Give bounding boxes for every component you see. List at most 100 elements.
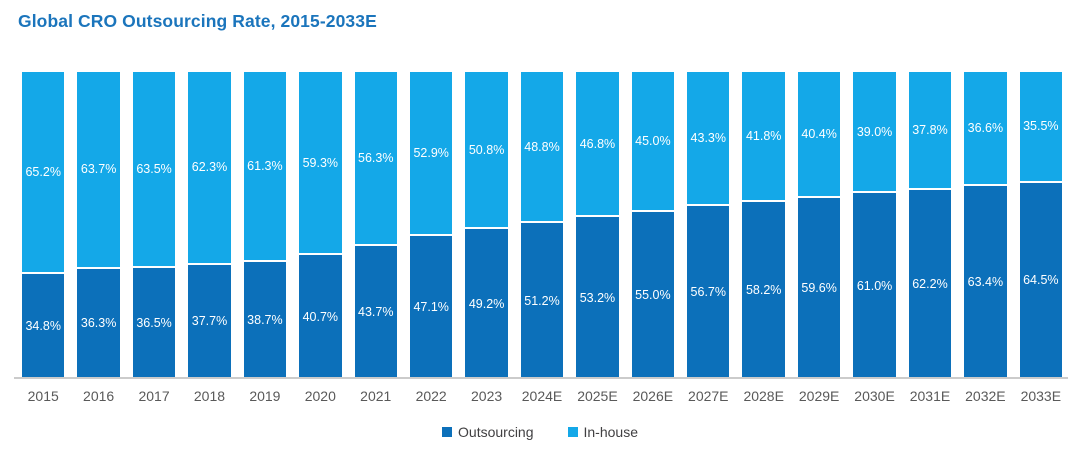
inhouse-value-label: 63.5% xyxy=(136,162,172,177)
inhouse-value-label: 36.6% xyxy=(967,120,1004,135)
inhouse-segment-2026E: 45.0% xyxy=(631,72,675,210)
outsourcing-segment-2027E: 56.7% xyxy=(687,204,730,378)
legend: Outsourcing In-house xyxy=(0,424,1080,440)
inhouse-value-label: 39.0% xyxy=(856,124,893,139)
inhouse-value-label: 41.8% xyxy=(745,128,782,143)
outsourcing-segment-2019: 38.7% xyxy=(243,259,287,378)
inhouse-segment-2025E: 46.8% xyxy=(576,72,619,216)
outsourcing-value-label: 43.7% xyxy=(358,305,394,320)
outsourcing-value-label: 63.4% xyxy=(967,274,1004,289)
inhouse-segment-2030E: 39.0% xyxy=(853,72,896,192)
chart-title: Global CRO Outsourcing Rate, 2015-2033E xyxy=(18,11,377,31)
bar-2018: 62.3% 37.7% xyxy=(188,72,231,378)
inhouse-segment-2021: 56.3% xyxy=(354,72,397,245)
x-axis-label-2022: 2022 xyxy=(415,388,447,404)
x-axis-label-2020: 2020 xyxy=(304,388,336,404)
outsourcing-segment-2033E: 64.5% xyxy=(1019,180,1063,378)
outsourcing-value-label: 34.8% xyxy=(25,318,61,333)
x-axis-label-2019: 2019 xyxy=(249,388,281,404)
inhouse-segment-2029E: 40.4% xyxy=(797,72,841,196)
x-axis-label-2033E: 2033E xyxy=(1020,388,1062,404)
bar-2033E: 35.5% 64.5% xyxy=(1019,72,1063,378)
legend-label: Outsourcing xyxy=(458,424,534,440)
bar-2015: 65.2% 34.8% xyxy=(22,72,65,378)
inhouse-value-label: 63.7% xyxy=(80,162,117,177)
inhouse-segment-2023: 50.8% xyxy=(465,72,508,228)
outsourcing-segment-2032E: 63.4% xyxy=(964,183,1007,378)
inhouse-value-label: 52.9% xyxy=(413,145,449,160)
outsourcing-value-label: 36.5% xyxy=(136,316,172,331)
outsourcing-segment-2025E: 53.2% xyxy=(576,215,619,378)
outsourcing-segment-2018: 37.7% xyxy=(188,262,231,378)
inhouse-value-label: 37.8% xyxy=(912,122,948,137)
outsourcing-value-label: 53.2% xyxy=(579,290,616,305)
inhouse-value-label: 61.3% xyxy=(247,158,283,173)
x-axis-label-2031E: 2031E xyxy=(909,388,951,404)
outsourcing-value-label: 55.0% xyxy=(635,287,671,302)
inhouse-value-label: 43.3% xyxy=(690,131,726,146)
x-axis-label-2027E: 2027E xyxy=(688,388,729,404)
outsourcing-segment-2030E: 61.0% xyxy=(853,191,896,378)
bar-2016: 63.7% 36.3% xyxy=(77,72,120,378)
inhouse-segment-2016: 63.7% xyxy=(77,72,120,267)
inhouse-segment-2022: 52.9% xyxy=(409,72,453,234)
inhouse-segment-2015: 65.2% xyxy=(22,72,65,272)
legend-item-in-house: In-house xyxy=(567,424,638,440)
outsourcing-value-label: 51.2% xyxy=(524,293,560,308)
bar-2023: 50.8% 49.2% xyxy=(465,72,508,378)
inhouse-value-label: 40.4% xyxy=(801,126,837,141)
inhouse-value-label: 48.8% xyxy=(524,139,560,154)
inhouse-value-label: 62.3% xyxy=(191,160,228,175)
stacked-bar-plot-area: 65.2% 34.8% 63.7% 36.3% 63.5% 36.5% 62.3% 37.7%… xyxy=(22,72,1063,378)
outsourcing-value-label: 58.2% xyxy=(745,282,782,297)
outsourcing-value-label: 64.5% xyxy=(1023,273,1059,288)
inhouse-segment-2018: 62.3% xyxy=(188,72,231,263)
inhouse-value-label: 46.8% xyxy=(579,136,616,151)
bar-2029E: 40.4% 59.6% xyxy=(797,72,841,378)
x-axis-label-2015: 2015 xyxy=(27,388,59,404)
inhouse-segment-2017: 63.5% xyxy=(132,72,176,267)
inhouse-segment-2024E: 48.8% xyxy=(520,72,564,222)
outsourcing-value-label: 37.7% xyxy=(191,314,228,329)
bar-2027E: 43.3% 56.7% xyxy=(687,72,730,378)
bar-2032E: 36.6% 63.4% xyxy=(964,72,1007,378)
x-axis-label-2026E: 2026E xyxy=(632,388,674,404)
x-axis-label-2029E: 2029E xyxy=(798,388,840,404)
inhouse-segment-2028E: 41.8% xyxy=(742,72,785,200)
outsourcing-value-label: 56.7% xyxy=(690,285,726,300)
inhouse-segment-2032E: 36.6% xyxy=(964,72,1007,184)
outsourcing-segment-2026E: 55.0% xyxy=(631,209,675,378)
x-axis-label-2018: 2018 xyxy=(193,388,226,404)
bar-2028E: 41.8% 58.2% xyxy=(742,72,785,378)
outsourcing-value-label: 36.3% xyxy=(80,316,117,331)
x-axis-label-2024E: 2024E xyxy=(521,388,563,404)
inhouse-value-label: 50.8% xyxy=(468,142,505,157)
outsourcing-segment-2017: 36.5% xyxy=(132,266,176,378)
x-axis-baseline xyxy=(14,377,1068,379)
outsourcing-value-label: 47.1% xyxy=(413,299,449,314)
inhouse-value-label: 65.2% xyxy=(25,164,61,179)
x-axis-labels: 2015 2016 2017 2018 2019 2020 2021 2022 2023 2024… xyxy=(22,388,1062,404)
bar-2022: 52.9% 47.1% xyxy=(409,72,453,378)
inhouse-segment-2019: 61.3% xyxy=(243,72,287,260)
bar-2024E: 48.8% 51.2% xyxy=(520,72,564,378)
x-axis-label-2030E: 2030E xyxy=(854,388,895,404)
inhouse-segment-2031E: 37.8% xyxy=(908,72,952,188)
outsourcing-value-label: 59.6% xyxy=(801,280,837,295)
legend-swatch-icon xyxy=(567,427,578,437)
x-axis-label-2025E: 2025E xyxy=(577,388,618,404)
inhouse-segment-2033E: 35.5% xyxy=(1019,72,1063,181)
inhouse-segment-2020: 59.3% xyxy=(299,72,342,254)
outsourcing-segment-2031E: 62.2% xyxy=(908,187,952,378)
x-axis-label-2017: 2017 xyxy=(138,388,170,404)
bar-2025E: 46.8% 53.2% xyxy=(576,72,619,378)
outsourcing-segment-2024E: 51.2% xyxy=(520,221,564,378)
inhouse-value-label: 45.0% xyxy=(635,133,671,148)
legend-item-outsourcing: Outsourcing xyxy=(442,424,534,440)
outsourcing-segment-2022: 47.1% xyxy=(409,233,453,378)
x-axis-label-2028E: 2028E xyxy=(743,388,784,404)
outsourcing-value-label: 38.7% xyxy=(247,312,283,327)
bar-2030E: 39.0% 61.0% xyxy=(853,72,896,378)
x-axis-label-2032E: 2032E xyxy=(965,388,1006,404)
outsourcing-segment-2020: 40.7% xyxy=(299,253,342,378)
